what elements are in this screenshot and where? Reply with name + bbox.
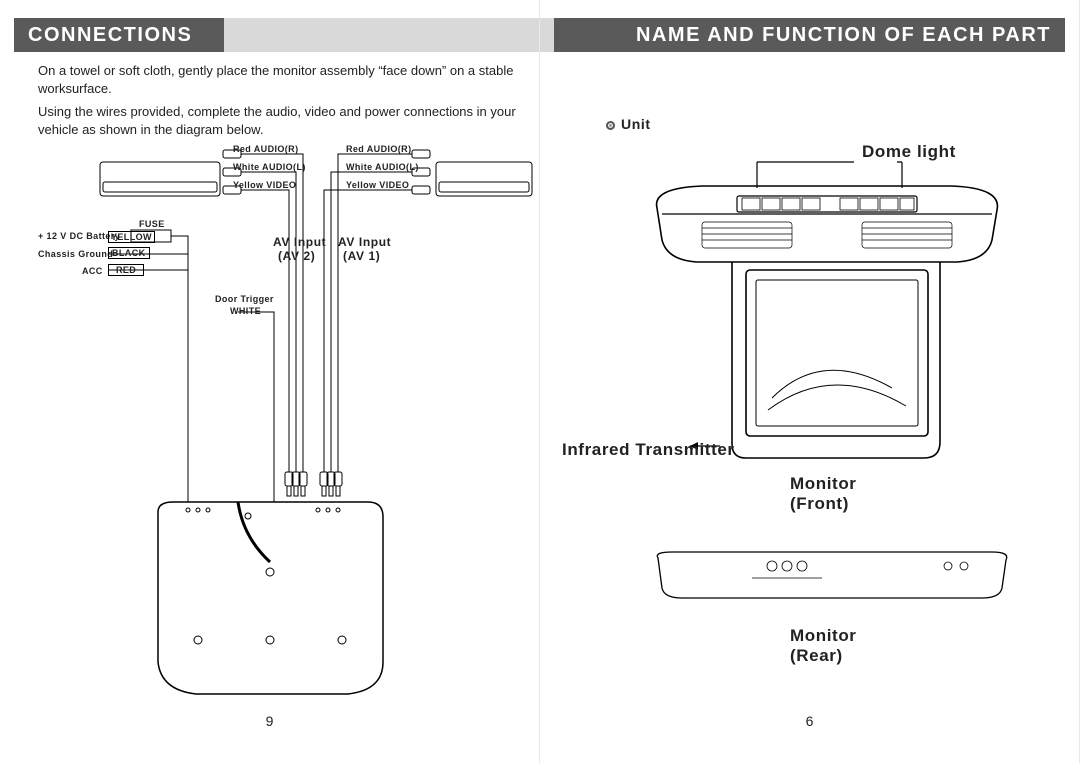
lbl-red-audio-r-2: Red AUDIO(R) (346, 144, 411, 154)
lbl-white-audio-l-2: White AUDIO(L) (346, 162, 419, 172)
lbl-monitor-rear: Monitor (Rear) (790, 626, 857, 667)
page-number-right: 6 (540, 713, 1079, 729)
lbl-av1: (AV 1) (343, 249, 380, 263)
tab-bar-right: NAME AND FUNCTION OF EACH PART (540, 18, 1079, 52)
lbl-red: RED (108, 264, 144, 276)
lbl-red-audio-r-1: Red AUDIO(R) (233, 144, 298, 154)
page-left: CONNECTIONS On a towel or soft cloth, ge… (0, 0, 540, 763)
wiring-svg (38, 142, 538, 712)
lbl-white-audio-l-1: White AUDIO(L) (233, 162, 306, 172)
lbl-infrared: Infrared Transmitter (562, 440, 735, 460)
bullet-icon (606, 121, 615, 130)
lbl-ground: Chassis Ground (38, 249, 113, 259)
tab-bar-left: CONNECTIONS (0, 18, 539, 52)
page-number-left: 9 (0, 713, 539, 729)
wiring-diagram: Red AUDIO(R) White AUDIO(L) Yellow VIDEO… (38, 142, 525, 702)
page-right: NAME AND FUNCTION OF EACH PART Unit Dome… (540, 0, 1080, 763)
unit-heading: Unit (606, 116, 651, 132)
lbl-black: BLACK (108, 247, 150, 259)
lbl-white: WHITE (230, 306, 261, 316)
left-body: On a towel or soft cloth, gently place t… (38, 62, 525, 144)
lbl-yellow-video-2: Yellow VIDEO (346, 180, 409, 190)
unit-label: Unit (621, 116, 651, 132)
para-2: Using the wires provided, complete the a… (38, 103, 525, 138)
lbl-acc: ACC (82, 266, 103, 276)
lbl-fuse: FUSE (139, 219, 165, 229)
lbl-av2: (AV 2) (278, 249, 315, 263)
lbl-monitor-front: Monitor (Front) (790, 474, 857, 515)
lbl-av2-h: AV Input (273, 235, 326, 249)
unit-rear-svg (652, 548, 1012, 618)
lbl-yellow-video-1: Yellow VIDEO (233, 180, 296, 190)
lbl-av1-h: AV Input (338, 235, 391, 249)
lbl-yellow: YELLOW (108, 231, 155, 243)
tab-connections: CONNECTIONS (14, 18, 224, 52)
tab-light-left (224, 18, 539, 52)
tab-parts: NAME AND FUNCTION OF EACH PART (554, 18, 1065, 52)
lbl-door-trigger: Door Trigger (215, 294, 274, 304)
para-1: On a towel or soft cloth, gently place t… (38, 62, 525, 97)
